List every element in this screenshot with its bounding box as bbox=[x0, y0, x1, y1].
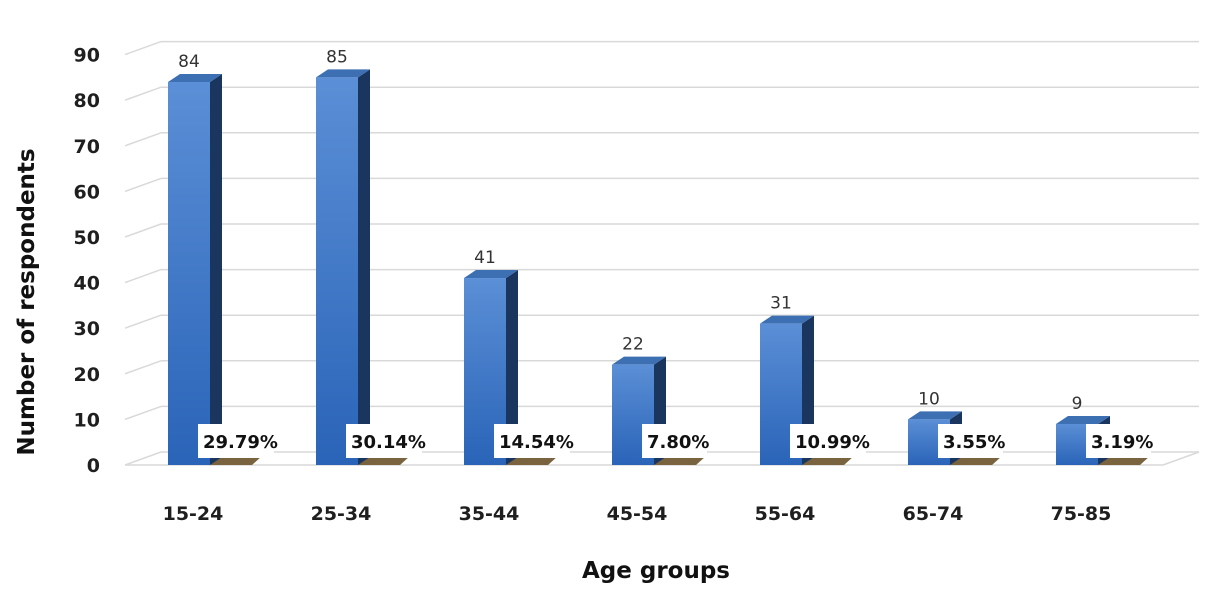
bars bbox=[168, 69, 1150, 466]
percent-label-text: 3.19% bbox=[1091, 432, 1153, 453]
percent-label-text: 29.79% bbox=[203, 432, 278, 453]
percent-label: 10.99% bbox=[790, 424, 870, 458]
bar-front bbox=[168, 81, 210, 466]
bar-top bbox=[316, 69, 370, 78]
percent-label: 29.79% bbox=[198, 424, 278, 458]
x-axis-title: Age groups bbox=[582, 558, 730, 584]
bar-front bbox=[316, 77, 358, 466]
floor-edge bbox=[1162, 451, 1200, 466]
value-label: 85 bbox=[326, 47, 348, 67]
gridline bbox=[124, 86, 1199, 101]
x-tick-label: 15-24 bbox=[163, 503, 224, 525]
percent-label-text: 14.54% bbox=[499, 432, 574, 453]
bar-floor-shadow bbox=[358, 456, 410, 465]
x-tick-label: 75-85 bbox=[1051, 503, 1112, 525]
bar-top bbox=[168, 73, 222, 82]
value-label: 22 bbox=[622, 335, 644, 355]
y-tick-label: 0 bbox=[87, 455, 100, 477]
gridline bbox=[124, 268, 1199, 284]
bar-floor-shadow bbox=[654, 456, 706, 465]
gridline bbox=[124, 132, 1199, 147]
bar-floor-shadow bbox=[210, 456, 262, 465]
value-label: 10 bbox=[918, 389, 940, 409]
y-tick-label: 60 bbox=[74, 181, 100, 203]
bar-top bbox=[760, 315, 814, 324]
y-tick-label: 80 bbox=[74, 90, 100, 112]
value-label: 31 bbox=[770, 294, 792, 314]
bar-top bbox=[1056, 415, 1110, 424]
bar-side bbox=[506, 270, 518, 465]
bar-15-24 bbox=[168, 73, 262, 466]
percent-label-text: 10.99% bbox=[795, 432, 870, 453]
value-label: 84 bbox=[178, 52, 200, 72]
y-tick-label: 70 bbox=[74, 136, 100, 158]
y-tick-label: 50 bbox=[74, 227, 100, 249]
bar-25-34 bbox=[316, 69, 410, 466]
gridline bbox=[124, 223, 1199, 238]
percent-label-text: 3.55% bbox=[943, 432, 1005, 453]
percent-label-box bbox=[494, 424, 570, 458]
value-label: 41 bbox=[474, 248, 496, 268]
bar-floor-shadow bbox=[506, 456, 558, 465]
percent-label-box bbox=[1086, 424, 1151, 458]
percent-label-box bbox=[346, 424, 422, 458]
gridline bbox=[124, 314, 1199, 329]
y-tick-label: 10 bbox=[74, 409, 100, 431]
bar-floor-shadow bbox=[950, 456, 1002, 465]
axes: 0 10 20 30 40 50 60 70 80 90 bbox=[74, 45, 1200, 477]
percent-label: 3.55% bbox=[938, 424, 1005, 458]
value-label: 9 bbox=[1072, 394, 1083, 414]
bar-top bbox=[464, 270, 518, 279]
percent-label: 30.14% bbox=[346, 424, 426, 458]
bar-floor-shadow bbox=[802, 456, 854, 465]
x-tick-label: 45-54 bbox=[607, 503, 668, 525]
percent-label-box bbox=[642, 424, 707, 458]
bar-top bbox=[908, 411, 962, 420]
gridline bbox=[124, 177, 1199, 193]
y-tick-label: 40 bbox=[74, 273, 100, 295]
percent-label-box bbox=[790, 424, 866, 458]
bar-35-44 bbox=[464, 270, 558, 465]
y-tick-label: 30 bbox=[74, 318, 100, 340]
percent-label-box bbox=[938, 424, 1003, 458]
bar-floor-shadow bbox=[1098, 456, 1150, 465]
bar-side bbox=[210, 73, 222, 466]
x-tick-label: 25-34 bbox=[311, 503, 372, 525]
percent-label: 3.19% bbox=[1086, 424, 1153, 458]
percent-label: 14.54% bbox=[494, 424, 574, 458]
percent-label-text: 30.14% bbox=[351, 432, 426, 453]
y-tick-label: 90 bbox=[74, 45, 100, 67]
y-axis-title: Number of respondents bbox=[14, 148, 40, 455]
percent-label-text: 7.80% bbox=[647, 432, 709, 453]
x-tick-label: 65-74 bbox=[903, 503, 964, 525]
bar-top bbox=[612, 356, 666, 365]
data-labels: 84 29.79% 15-24 85 30.14% 25-34 41 14.54% 35-44 2… bbox=[163, 47, 1154, 525]
percent-label-box bbox=[198, 424, 274, 458]
bar-side bbox=[358, 69, 370, 466]
gridline bbox=[124, 40, 1199, 56]
percent-label: 7.80% bbox=[642, 424, 709, 458]
x-tick-label: 55-64 bbox=[755, 503, 816, 525]
y-tick-label: 20 bbox=[74, 364, 100, 386]
x-tick-label: 35-44 bbox=[459, 503, 520, 525]
